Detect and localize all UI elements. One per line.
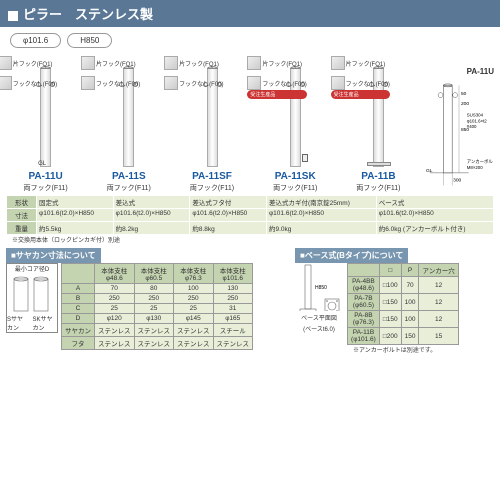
sayakan-title: ■サヤカン寸法について [6, 248, 101, 263]
product-code: PA-11S [112, 171, 146, 182]
svg-text:SUS304: SUS304 [467, 112, 484, 117]
svg-text:GL: GL [426, 168, 433, 174]
base-section: ■ベース式(Bタイプ)について H850 ベース平面図 (ベースt6.0) □P… [295, 248, 494, 354]
product-code: PA-11SF [192, 171, 232, 182]
spec-block: 形状固定式差込式差込式フタ付差込式カギ付(南京錠25mm)ベース式寸法φ101.… [6, 195, 494, 244]
sleeve-icon [8, 273, 56, 314]
base-note: ※アンカーボルトは別途です。 [353, 345, 459, 354]
svg-text:300: 300 [453, 178, 461, 184]
product-code: PA-11B [361, 171, 395, 182]
sayakan-table: 本体支柱φ48.6本体支柱φ60.5本体支柱φ76.3本体支柱φ101.6A70… [61, 263, 253, 350]
product-hook: 両フック(F11) [273, 183, 317, 193]
base-title: ■ベース式(Bタイプ)について [295, 248, 408, 263]
product-hook: 両フック(F11) [23, 183, 67, 193]
base-diagram: H850 ベース平面図 (ベースt6.0) [295, 263, 343, 333]
pill-diameter: φ101.6 [10, 33, 61, 48]
padlock-icon [302, 154, 308, 162]
product-hook: 両フック(F11) [356, 183, 400, 193]
base-side-icon: H850 [297, 263, 341, 311]
product-col: 片フック(FQ1)フックなし(F00)PA-11SF両フック(F11) [172, 52, 251, 193]
order-badge: 受注生産品 [331, 90, 390, 99]
spec-table: 形状固定式差込式差込式フタ付差込式カギ付(南京錠25mm)ベース式寸法φ101.… [6, 195, 494, 235]
pill-height: H850 [67, 33, 112, 48]
svg-text:H850: H850 [315, 285, 327, 291]
order-badge: 受注生産品 [247, 90, 306, 99]
base-table: □Pアンカー穴PA-4BB(φ48.6)□1007012PA-7B(φ60.5)… [347, 263, 459, 345]
product-code: PA-11U [28, 171, 62, 182]
product-col: 片フック(FQ1)フックなし(F00)PA-11S両フック(F11) [89, 52, 168, 193]
product-col: 片フック(FQ1)フックなし(F00)受注生産品PA-11SK両フック(F11) [256, 52, 335, 193]
spec-pills: φ101.6 H850 [10, 33, 500, 48]
product-col: 片フック(FQ1)フックなし(F00)GLPA-11U両フック(F11) [6, 52, 85, 193]
product-code: PA-11SK [275, 171, 316, 182]
sayakan-section: ■サヤカン寸法について 最小コア径D Sサヤカン SKサヤカン 本体支柱φ48.… [6, 248, 289, 354]
spec-note: ※交換用本体（ロックピンカギ付）別途 [12, 235, 494, 244]
bottom-sections: ■サヤカン寸法について 最小コア径D Sサヤカン SKサヤカン 本体支柱φ48.… [6, 248, 494, 354]
title-marker [8, 11, 18, 21]
product-hook: 両フック(F11) [107, 183, 151, 193]
svg-text:φ101.6×t2: φ101.6×t2 [467, 118, 487, 123]
tech-drawing: PA-11U GL 850 50 200 300 SUS304 φ101.6×t… [422, 67, 494, 193]
svg-text:#400: #400 [467, 124, 477, 129]
product-hook: 両フック(F11) [190, 183, 234, 193]
sayakan-diagram: 最小コア径D Sサヤカン SKサヤカン [6, 263, 58, 333]
title-bar: ピラー ステンレス製 [0, 0, 500, 27]
svg-text:M8×200: M8×200 [467, 165, 483, 170]
product-col: 片フック(FQ1)フックなし(F00)受注生産品PA-11B両フック(F11) [339, 52, 418, 193]
page-title: ピラー ステンレス製 [23, 7, 153, 22]
products-row: 片フック(FQ1)フックなし(F00)GLPA-11U両フック(F11)片フック… [6, 52, 494, 193]
svg-text:50: 50 [461, 91, 467, 97]
svg-text:200: 200 [461, 101, 469, 107]
